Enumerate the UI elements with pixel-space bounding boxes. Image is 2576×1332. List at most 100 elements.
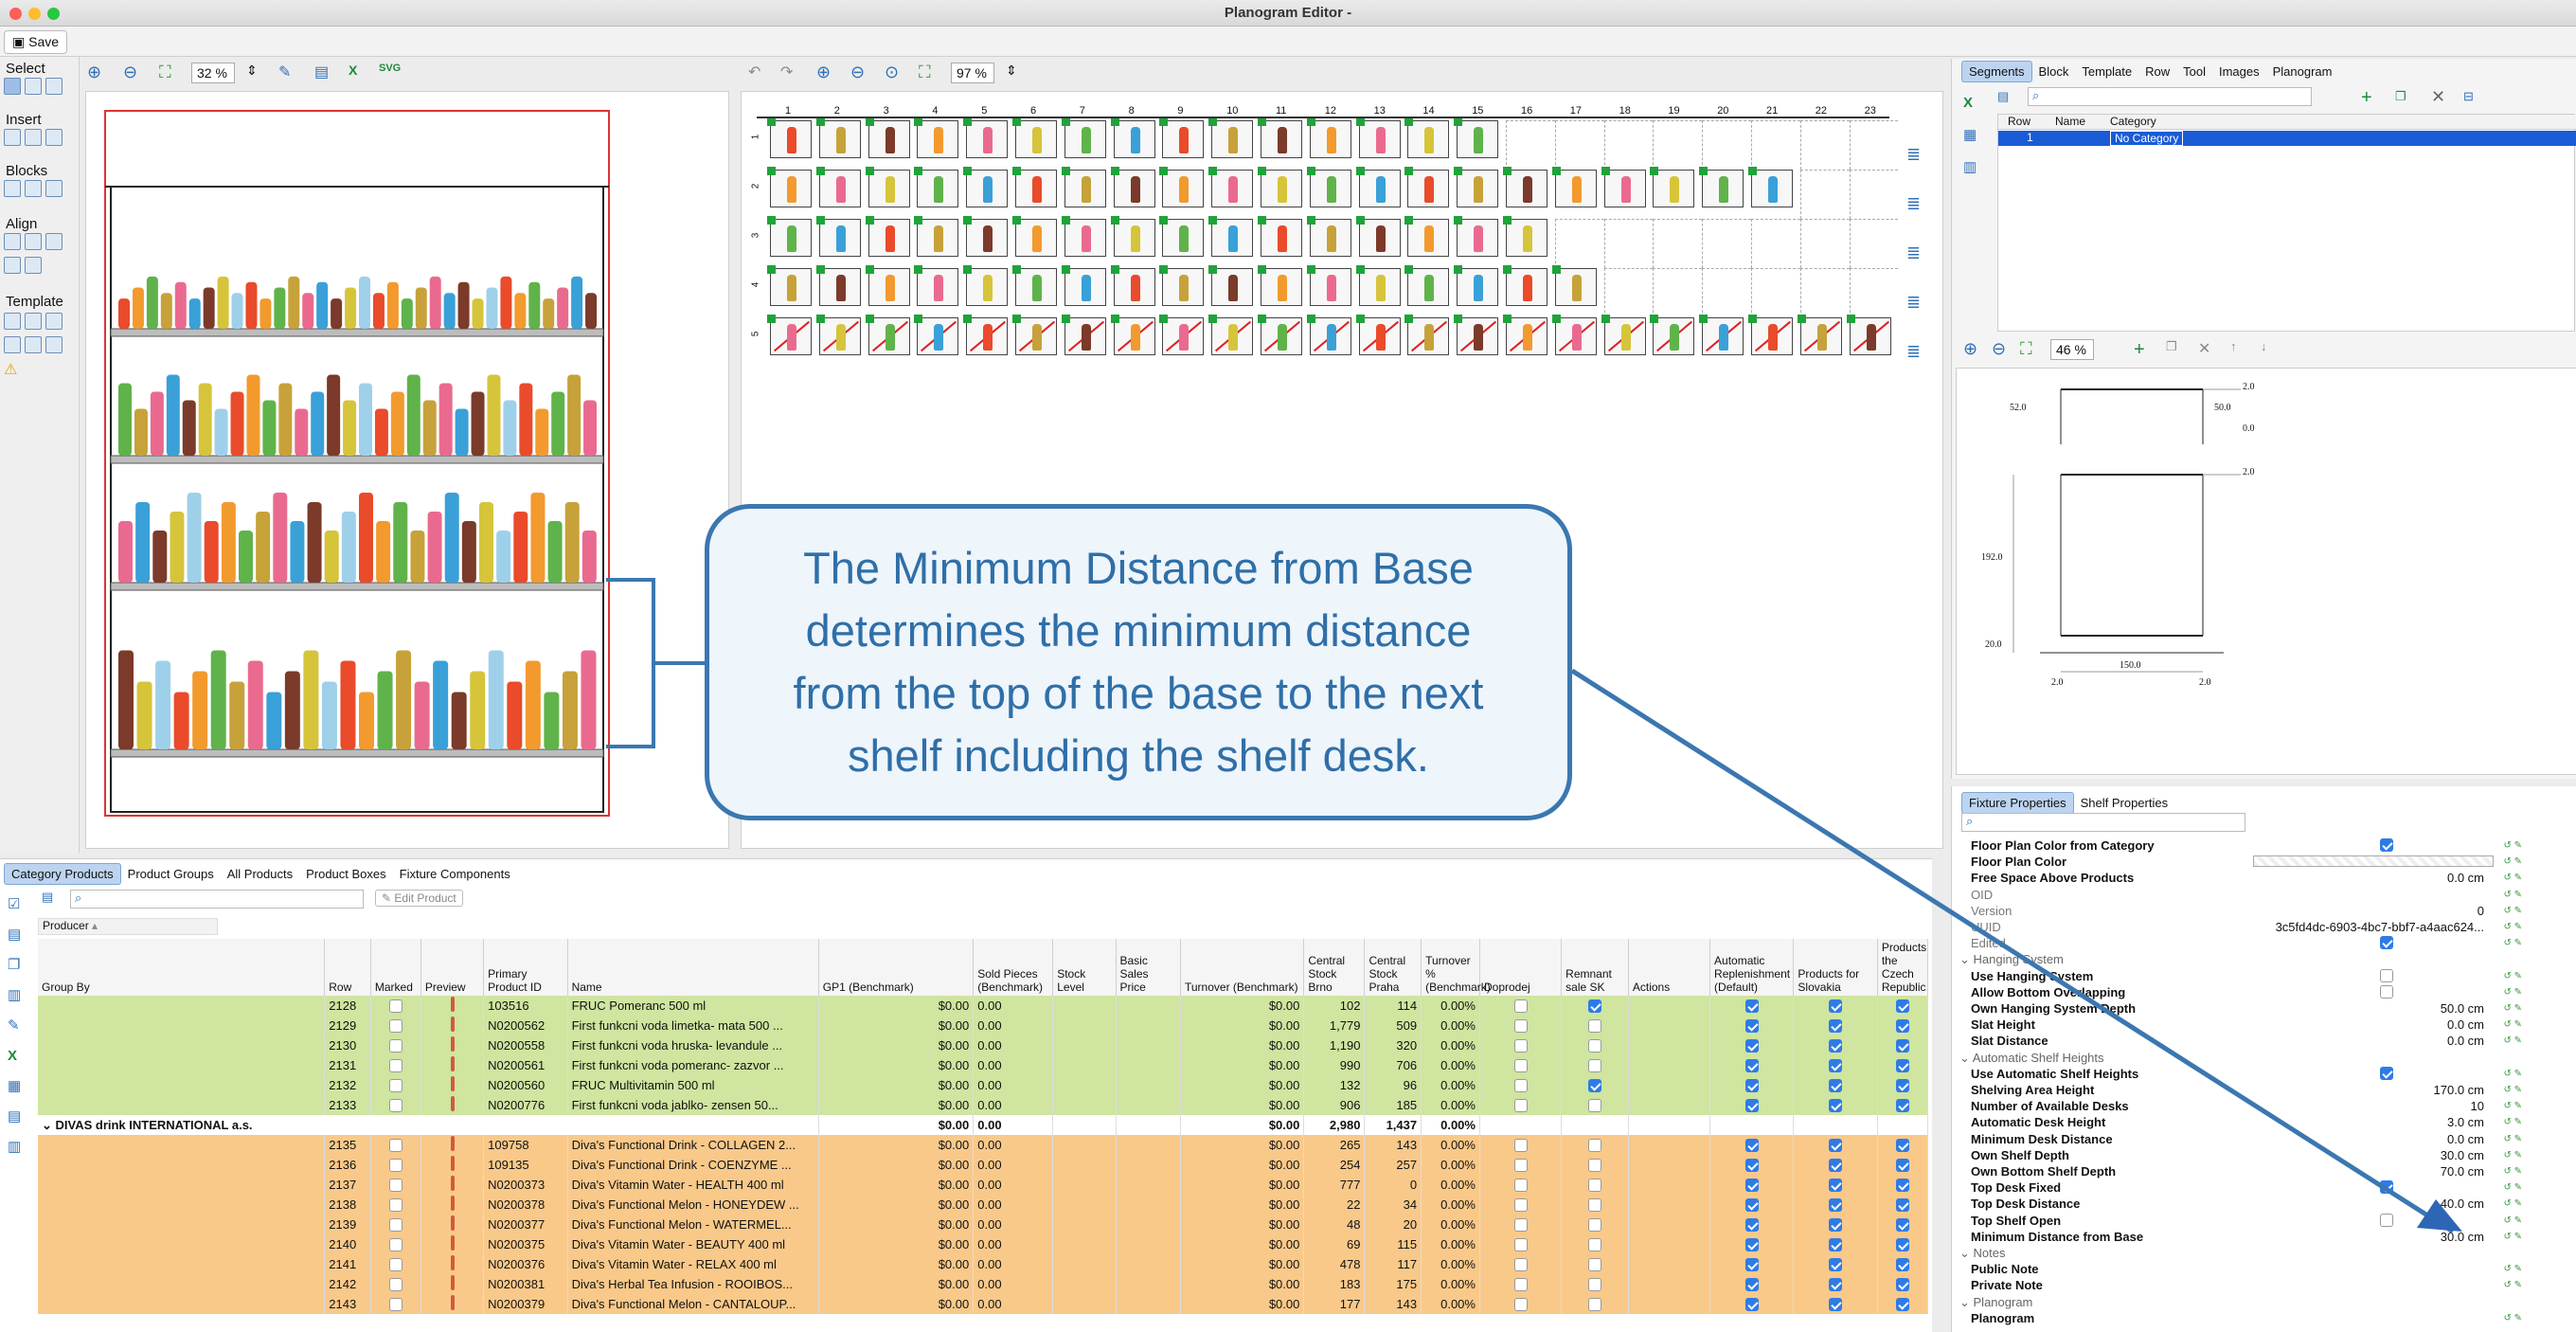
product-bottle[interactable]	[259, 298, 272, 329]
reset-edit-icon[interactable]: ↺ ✎	[2503, 1312, 2522, 1323]
product-slot[interactable]	[1061, 167, 1106, 207]
product-slot[interactable]	[1012, 117, 1057, 158]
property-value[interactable]: 0	[2477, 903, 2484, 918]
row-checkbox[interactable]	[1744, 1179, 1759, 1193]
product-bottle[interactable]	[567, 374, 581, 457]
product-bottle[interactable]	[278, 383, 293, 457]
product-bottle[interactable]	[174, 281, 187, 329]
side-zoom-out-icon[interactable]: ⊖	[1992, 339, 2007, 358]
select-multi-button[interactable]	[25, 78, 42, 95]
property-row[interactable]: Planogram ↺ ✎	[1952, 1310, 2539, 1326]
product-slot[interactable]	[1258, 216, 1302, 257]
product-bottle[interactable]	[488, 650, 504, 750]
product-bottle[interactable]	[221, 502, 236, 583]
product-search-input[interactable]: ⌕	[70, 890, 364, 909]
column-header[interactable]: Products the Czech Republic	[1877, 939, 1928, 996]
fixture-front-view[interactable]	[85, 91, 729, 849]
tab-images[interactable]: Images	[2218, 64, 2260, 79]
product-slot[interactable]	[815, 117, 861, 158]
product-bottle[interactable]	[376, 521, 391, 583]
reset-edit-icon[interactable]: ↺ ✎	[2503, 1280, 2522, 1291]
filter-icon[interactable]: ▤	[42, 890, 54, 904]
filter-icon[interactable]: ▤	[1997, 89, 2010, 103]
reset-edit-icon[interactable]: ↺ ✎	[2503, 986, 2522, 998]
product-slot[interactable]	[1258, 315, 1302, 355]
empty-slot[interactable]	[1849, 268, 1899, 317]
row-checkbox[interactable]	[1588, 1298, 1601, 1312]
row-checkbox[interactable]	[1744, 1278, 1759, 1292]
product-slot[interactable]	[865, 167, 910, 207]
template-tool-3[interactable]	[45, 313, 63, 330]
product-bottle[interactable]	[543, 298, 555, 329]
column-header[interactable]: Group By	[38, 939, 326, 996]
column-header[interactable]: Marked	[370, 939, 421, 996]
product-slot[interactable]	[815, 216, 861, 257]
row-align-icon[interactable]: ≣	[1906, 194, 1922, 213]
product-slot[interactable]	[767, 167, 812, 207]
product-bottle[interactable]	[585, 293, 598, 329]
reset-edit-icon[interactable]: ↺ ✎	[2503, 905, 2522, 916]
image-icon[interactable]: ▤	[314, 64, 330, 81]
property-row[interactable]: Number of Available Desks 10 ↺ ✎	[1952, 1098, 2539, 1114]
property-row[interactable]: Public Note ↺ ✎	[1952, 1261, 2539, 1277]
tab-product-boxes[interactable]: Product Boxes	[306, 867, 386, 881]
empty-slot[interactable]	[1603, 219, 1654, 268]
export-icon[interactable]: ✎	[278, 64, 292, 81]
empty-slot[interactable]	[1653, 268, 1703, 317]
product-slot[interactable]	[1650, 167, 1695, 207]
product-slot[interactable]	[1503, 315, 1547, 355]
reset-edit-icon[interactable]: ↺ ✎	[2503, 1085, 2522, 1095]
product-bottle[interactable]	[135, 502, 151, 583]
product-slot[interactable]	[1699, 315, 1744, 355]
planogram-grid-view[interactable]: 1 2 3 4 5 6 7 8 9 10 11 12 13 14 15 16 17 18 19 20 21 22 23 1 2 3…	[741, 91, 1943, 849]
empty-slot[interactable]	[1799, 268, 1850, 317]
property-row[interactable]: ⌄ Hanging System	[1952, 951, 2539, 967]
product-slot[interactable]	[1258, 167, 1302, 207]
product-slot[interactable]	[1061, 265, 1106, 306]
product-bottle[interactable]	[557, 287, 569, 330]
actions-cell[interactable]	[1628, 1175, 1711, 1195]
tab-template[interactable]: Template	[2082, 64, 2133, 79]
column-header[interactable]: Preview	[420, 939, 485, 996]
product-slot[interactable]	[1404, 265, 1450, 306]
row-checkbox[interactable]	[1588, 1039, 1601, 1053]
reset-edit-icon[interactable]: ↺ ✎	[2503, 1198, 2522, 1210]
row-checkbox[interactable]	[1829, 1019, 1843, 1034]
product-slot[interactable]	[1306, 265, 1351, 306]
chart-icon[interactable]: ▥	[1963, 159, 1977, 175]
product-bottle[interactable]	[414, 681, 430, 750]
row-checkbox[interactable]	[1513, 1298, 1528, 1312]
product-bottle[interactable]	[210, 650, 226, 750]
row-checkbox[interactable]	[1513, 1258, 1528, 1272]
product-slot[interactable]	[865, 117, 910, 158]
property-checkbox[interactable]	[2380, 984, 2393, 999]
product-bottle[interactable]	[182, 400, 196, 457]
product-bottle[interactable]	[528, 281, 541, 329]
close-window-button[interactable]	[9, 8, 22, 20]
product-slot[interactable]	[865, 216, 910, 257]
product-bottle[interactable]	[486, 287, 498, 330]
product-slot[interactable]	[1110, 167, 1155, 207]
product-bottle[interactable]	[438, 383, 453, 457]
copy-icon[interactable]: ❐	[8, 957, 21, 973]
product-slot[interactable]	[1454, 167, 1499, 207]
product-bottle[interactable]	[427, 512, 442, 583]
row-align-icon[interactable]: ≣	[1906, 243, 1922, 262]
product-slot[interactable]	[1404, 117, 1450, 158]
row-checkbox[interactable]	[1513, 999, 1528, 1014]
tab-row[interactable]: Row	[2145, 64, 2171, 79]
table-row[interactable]: 2136 109135 Diva's Functional Drink - COEN…	[38, 1155, 1928, 1175]
mid-zoom-out-icon[interactable]: ⊖	[850, 63, 866, 81]
product-bottle[interactable]	[311, 391, 325, 457]
actions-cell[interactable]	[1628, 1215, 1711, 1234]
row-checkbox[interactable]	[1588, 1278, 1601, 1292]
product-slot[interactable]	[963, 216, 1009, 257]
product-bottle[interactable]	[457, 281, 470, 329]
shelf[interactable]	[110, 455, 604, 464]
reset-edit-icon[interactable]: ↺ ✎	[2503, 922, 2522, 932]
product-bottle[interactable]	[256, 512, 271, 583]
report-icon[interactable]: ▤	[8, 1108, 22, 1125]
segment-row-category[interactable]: No Category	[2110, 131, 2184, 146]
product-slot[interactable]	[1159, 117, 1205, 158]
tab-shelf-properties[interactable]: Shelf Properties	[2080, 796, 2169, 810]
